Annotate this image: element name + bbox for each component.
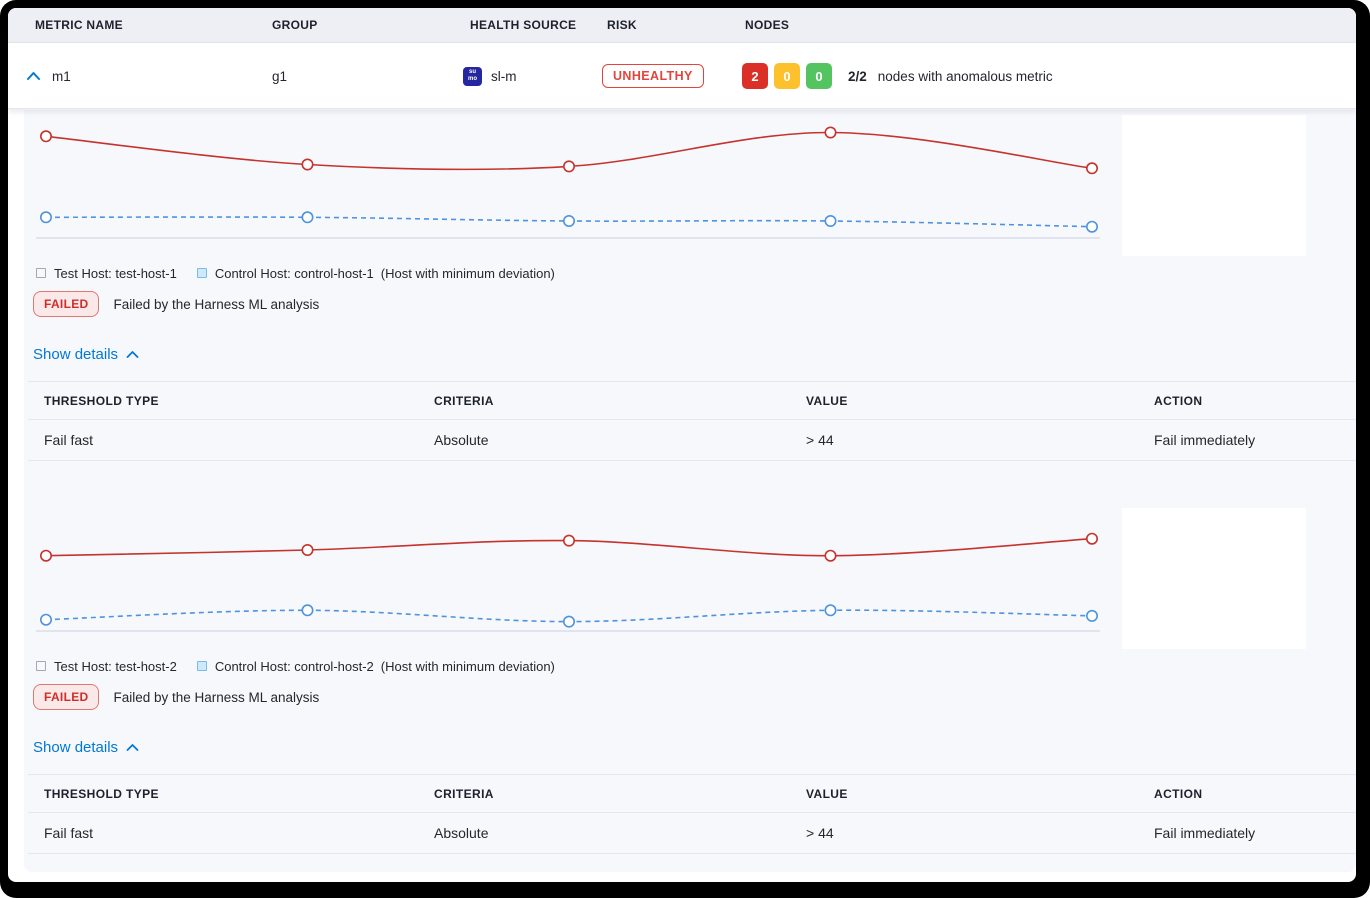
metric-name-value: m1 xyxy=(52,68,71,84)
legend-item-test-host[interactable]: Test Host: test-host-2 xyxy=(36,659,177,674)
threshold-table-row: Fail fast Absolute > 44 Fail immediately xyxy=(28,420,1356,461)
sumo-logic-icon: su mo xyxy=(463,66,482,86)
failed-reason-text: Failed by the Harness ML analysis xyxy=(113,689,320,705)
host-1-timeseries-chart[interactable] xyxy=(28,115,1122,257)
test-host-legend-marker-icon xyxy=(36,661,46,671)
threshold-table-header: THRESHOLD TYPE CRITERIA VALUE ACTION xyxy=(28,774,1356,813)
nodes-summary-text: nodes with anomalous metric xyxy=(877,68,1053,84)
legend-item-test-host[interactable]: Test Host: test-host-1 xyxy=(36,266,177,281)
host-1-chart-legend: Test Host: test-host-1 Control Host: con… xyxy=(36,263,1356,283)
nodes-ratio: 2/2 xyxy=(848,68,867,84)
th-criteria: CRITERIA xyxy=(434,393,494,408)
column-header-nodes: NODES xyxy=(745,18,790,32)
td-criteria: Absolute xyxy=(434,825,489,841)
chevron-up-icon xyxy=(126,351,139,358)
host-analysis-block-2: Test Host: test-host-2 Control Host: con… xyxy=(24,508,1356,854)
column-header-group: GROUP xyxy=(272,18,318,32)
chevron-up-icon xyxy=(27,72,40,80)
failed-reason-text: Failed by the Harness ML analysis xyxy=(113,296,320,312)
metrics-analysis-window: METRIC NAME GROUP HEALTH SOURCE RISK NOD… xyxy=(8,8,1356,882)
host-2-chart-side-panel xyxy=(1122,508,1306,649)
minimum-deviation-note: (Host with minimum deviation) xyxy=(380,265,555,281)
host-2-chart-row xyxy=(28,508,1356,650)
host-1-analysis-result-row: FAILED Failed by the Harness ML analysis xyxy=(33,291,1356,317)
host-2-show-details-link[interactable]: Show details xyxy=(33,739,139,756)
td-value: > 44 xyxy=(806,432,834,448)
th-action: ACTION xyxy=(1154,393,1203,408)
metric-row: m1 g1 su mo sl-m UNHEALTHY 2 0 0 2/2 nod… xyxy=(8,43,1356,109)
column-header-health-source: HEALTH SOURCE xyxy=(470,18,577,32)
failed-status-badge: FAILED xyxy=(33,684,100,710)
host-2-timeseries-chart[interactable] xyxy=(28,508,1122,650)
risk-status-badge: UNHEALTHY xyxy=(602,64,704,88)
td-threshold-type: Fail fast xyxy=(44,432,94,448)
anomalous-nodes-count-badge: 2 xyxy=(742,63,768,89)
th-criteria: CRITERIA xyxy=(434,786,494,801)
minimum-deviation-note: (Host with minimum deviation) xyxy=(380,658,555,674)
column-header-metric-name: METRIC NAME xyxy=(35,18,123,32)
host-1-chart-row xyxy=(28,115,1356,257)
healthy-nodes-count-badge: 0 xyxy=(806,63,832,89)
host-1-show-details-link[interactable]: Show details xyxy=(33,346,139,363)
nodes-cell: 2 0 0 2/2 nodes with anomalous metric xyxy=(742,43,1053,109)
td-criteria: Absolute xyxy=(434,432,489,448)
td-value: > 44 xyxy=(806,825,834,841)
health-source-value: sl-m xyxy=(491,68,517,84)
host-1-chart-side-panel xyxy=(1122,115,1306,256)
td-threshold-type: Fail fast xyxy=(44,825,94,841)
host-2-analysis-result-row: FAILED Failed by the Harness ML analysis xyxy=(33,684,1356,710)
control-host-legend-marker-icon xyxy=(196,661,207,671)
expanded-metric-analysis-panel: Test Host: test-host-1 Control Host: con… xyxy=(24,110,1356,872)
risk-cell: UNHEALTHY xyxy=(602,43,704,109)
host-2-threshold-table: THRESHOLD TYPE CRITERIA VALUE ACTION Fai… xyxy=(28,774,1356,854)
health-source-cell: su mo sl-m xyxy=(463,43,517,109)
column-header-risk: RISK xyxy=(607,18,637,32)
host-2-chart-legend: Test Host: test-host-2 Control Host: con… xyxy=(36,656,1356,676)
threshold-table-header: THRESHOLD TYPE CRITERIA VALUE ACTION xyxy=(28,381,1356,420)
control-host-legend-label: Control Host: control-host-1 xyxy=(214,265,374,281)
table-header-row: METRIC NAME GROUP HEALTH SOURCE RISK NOD… xyxy=(8,8,1356,43)
test-host-legend-label: Test Host: test-host-1 xyxy=(54,265,177,281)
group-value: g1 xyxy=(272,68,288,84)
legend-item-control-host[interactable]: Control Host: control-host-1 xyxy=(196,265,374,281)
test-host-legend-marker-icon xyxy=(36,268,46,278)
collapse-row-button[interactable] xyxy=(26,43,48,109)
th-value: VALUE xyxy=(806,393,848,408)
control-host-legend-marker-icon xyxy=(196,268,207,278)
threshold-table-row: Fail fast Absolute > 44 Fail immediately xyxy=(28,813,1356,854)
th-action: ACTION xyxy=(1154,786,1203,801)
td-action: Fail immediately xyxy=(1154,432,1256,448)
th-threshold-type: THRESHOLD TYPE xyxy=(44,786,159,801)
control-host-legend-label: Control Host: control-host-2 xyxy=(214,658,374,674)
td-action: Fail immediately xyxy=(1154,825,1256,841)
legend-item-control-host[interactable]: Control Host: control-host-2 xyxy=(196,658,374,674)
host-1-threshold-table: THRESHOLD TYPE CRITERIA VALUE ACTION Fai… xyxy=(28,381,1356,461)
failed-status-badge: FAILED xyxy=(33,291,100,317)
host-analysis-block-1: Test Host: test-host-1 Control Host: con… xyxy=(24,115,1356,461)
th-threshold-type: THRESHOLD TYPE xyxy=(44,393,159,408)
th-value: VALUE xyxy=(806,786,848,801)
warning-nodes-count-badge: 0 xyxy=(774,63,800,89)
chevron-up-icon xyxy=(126,744,139,751)
test-host-legend-label: Test Host: test-host-2 xyxy=(54,658,177,674)
